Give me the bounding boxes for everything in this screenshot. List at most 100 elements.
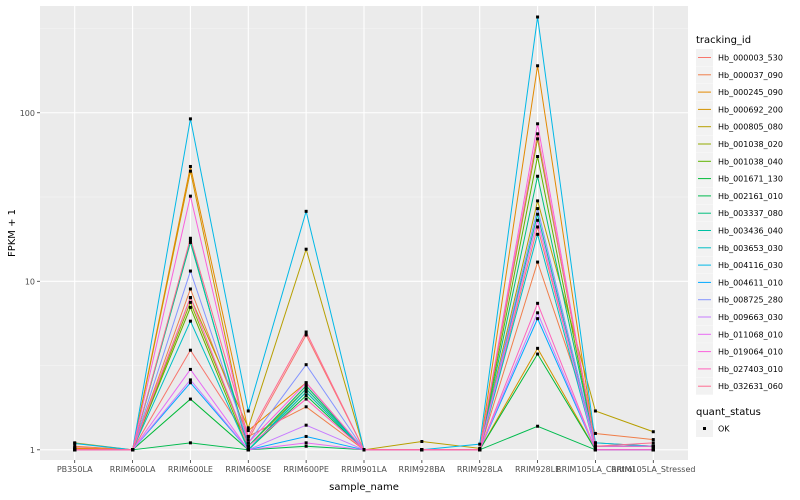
data-point bbox=[536, 174, 540, 178]
x-tick-label: RRIM600LA bbox=[110, 465, 156, 474]
data-point bbox=[536, 218, 540, 222]
data-point bbox=[304, 381, 308, 385]
legend-label: Hb_001038_020 bbox=[718, 140, 783, 149]
data-point bbox=[304, 423, 308, 427]
legend-key-point bbox=[703, 427, 706, 430]
data-point bbox=[188, 238, 192, 242]
data-point bbox=[651, 448, 655, 452]
data-point bbox=[536, 199, 540, 203]
data-point bbox=[246, 426, 250, 430]
data-point bbox=[536, 122, 540, 126]
data-point bbox=[188, 236, 192, 240]
data-point bbox=[304, 397, 308, 401]
legend-items: Hb_000003_530 Hb_000037_090 Hb_000245_090 H… bbox=[696, 49, 783, 395]
data-point bbox=[420, 448, 424, 452]
data-point bbox=[73, 444, 77, 448]
data-point bbox=[246, 438, 250, 442]
x-axis: PB350LA RRIM600LA RRIM600LE RRIM600SE RRIM60… bbox=[57, 460, 695, 474]
data-point bbox=[188, 441, 192, 445]
data-point bbox=[536, 225, 540, 229]
data-point bbox=[651, 441, 655, 445]
data-point bbox=[188, 194, 192, 198]
data-point bbox=[304, 405, 308, 409]
legend-points: OK bbox=[696, 420, 730, 437]
data-point bbox=[246, 444, 250, 448]
y-axis-title: FPKM + 1 bbox=[7, 209, 18, 257]
data-point bbox=[536, 311, 540, 315]
legend-label: Hb_003436_040 bbox=[718, 227, 783, 236]
x-tick-label: RRIM600PE bbox=[283, 465, 329, 474]
data-point bbox=[188, 305, 192, 309]
data-point bbox=[651, 444, 655, 448]
data-point bbox=[651, 438, 655, 442]
data-point bbox=[188, 319, 192, 323]
data-point bbox=[536, 346, 540, 350]
data-point bbox=[246, 409, 250, 413]
data-point bbox=[478, 442, 482, 446]
data-point bbox=[304, 209, 308, 213]
data-point bbox=[188, 287, 192, 291]
data-point bbox=[188, 240, 192, 244]
x-tick-label: RRIM928LE bbox=[515, 465, 560, 474]
data-point bbox=[536, 15, 540, 19]
data-point bbox=[188, 117, 192, 121]
legend-label: Hb_019064_010 bbox=[718, 348, 783, 357]
legend: tracking_id Hb_000003_530Hb_000037_090Hb… bbox=[696, 35, 783, 437]
x-tick-label: RRIM600LE bbox=[168, 465, 213, 474]
y-axis: 1 10 100 bbox=[20, 109, 40, 455]
data-point bbox=[304, 434, 308, 438]
data-point bbox=[304, 394, 308, 398]
data-point bbox=[536, 137, 540, 141]
data-point bbox=[188, 169, 192, 173]
legend-label: Hb_011068_010 bbox=[718, 330, 783, 339]
y-tick-label: 1 bbox=[30, 446, 35, 455]
legend-label: Hb_000245_090 bbox=[718, 88, 783, 97]
data-point bbox=[188, 381, 192, 385]
data-point bbox=[188, 300, 192, 304]
data-point bbox=[536, 352, 540, 356]
data-point bbox=[593, 441, 597, 445]
legend-label: Hb_004611_010 bbox=[718, 278, 783, 287]
data-point bbox=[73, 448, 77, 452]
legend-label: Hb_001671_130 bbox=[718, 175, 783, 184]
data-point bbox=[536, 301, 540, 305]
data-point bbox=[304, 330, 308, 334]
data-point bbox=[420, 440, 424, 444]
legend-label: Hb_032631_060 bbox=[718, 382, 783, 391]
data-point bbox=[536, 212, 540, 216]
legend-label: Hb_003337_080 bbox=[718, 209, 783, 218]
legend-label: Hb_002161_010 bbox=[718, 192, 783, 201]
x-tick-label: RRIM928BA bbox=[399, 465, 446, 474]
data-point bbox=[188, 164, 192, 168]
data-point bbox=[304, 333, 308, 337]
legend-title-tracking-id: tracking_id bbox=[696, 35, 751, 46]
data-point bbox=[593, 409, 597, 413]
data-point bbox=[304, 247, 308, 251]
data-point bbox=[536, 260, 540, 264]
data-point bbox=[246, 429, 250, 433]
data-point bbox=[536, 317, 540, 321]
data-point bbox=[304, 384, 308, 388]
x-tick-label: RRIM105LA_Stressed bbox=[611, 465, 695, 474]
data-point bbox=[188, 269, 192, 273]
data-point bbox=[536, 132, 540, 136]
data-point bbox=[536, 64, 540, 68]
legend-label: Hb_001038_040 bbox=[718, 157, 783, 166]
legend-label: Hb_009663_030 bbox=[718, 313, 783, 322]
data-point bbox=[131, 448, 135, 452]
data-point bbox=[304, 390, 308, 394]
data-point bbox=[304, 444, 308, 448]
data-point bbox=[593, 431, 597, 435]
data-point bbox=[536, 207, 540, 211]
series-points bbox=[73, 15, 655, 452]
legend-label: Hb_004116_030 bbox=[718, 261, 783, 270]
legend-label: Hb_003653_030 bbox=[718, 244, 783, 253]
data-point bbox=[246, 434, 250, 438]
data-point bbox=[536, 155, 540, 159]
legend-label: Hb_000805_080 bbox=[718, 123, 783, 132]
data-point bbox=[304, 441, 308, 445]
legend-label: Hb_000003_530 bbox=[718, 54, 783, 63]
legend-label: Hb_008725_280 bbox=[718, 296, 783, 305]
y-tick-label: 10 bbox=[25, 277, 35, 286]
data-point bbox=[188, 378, 192, 382]
